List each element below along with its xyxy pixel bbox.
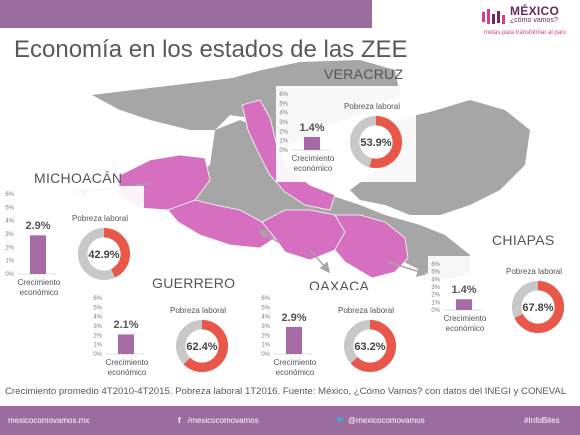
footer-hashtag: #InfoBites <box>524 416 560 425</box>
y-tick-label: 1% <box>261 343 270 349</box>
map-veracruz <box>241 99 336 211</box>
donut-caption: Pobreza laboral <box>338 306 395 315</box>
y-tick-label: 3% <box>93 324 102 330</box>
y-tick-label: 0% <box>431 308 440 314</box>
bar-caption: Crecimiento económico <box>17 278 61 297</box>
y-tick-label: 2% <box>431 293 440 299</box>
footer-site-link[interactable]: mexicocomovamos.mx <box>8 416 90 425</box>
donut-pobreza <box>176 320 228 372</box>
panel-chart-svg: 0% 1%2% 3% 4%5% 6% 67.8% <box>431 262 564 333</box>
y-tick-label: 6% <box>261 296 270 302</box>
bar-value-label: 2.1% <box>113 319 139 332</box>
y-tick-label: 0% <box>5 272 14 278</box>
logo-name: MÉXICO <box>510 4 560 18</box>
y-tick-label: 4% <box>431 277 440 283</box>
map-oaxaca <box>261 209 346 261</box>
y-tick-label: 4% <box>93 315 102 321</box>
bar-crecimiento <box>456 299 472 310</box>
bar-crecimiento <box>118 334 134 354</box>
panel-chart-svg: 0% 1% 2% 3% 4% 5% 6% 62.4% <box>93 296 228 372</box>
facebook-icon: f <box>178 416 181 425</box>
panel-michoacan: 0% 1% 2% 3% 4% 5% 6% 42.9% 2.9% Crecimiento econó… <box>2 186 144 306</box>
y-tick-label: 5% <box>5 205 14 211</box>
y-tick-label: 1% <box>279 139 288 145</box>
y-tick-label: 5% <box>279 101 288 107</box>
y-tick-label: 6% <box>93 296 102 302</box>
donut-caption: Pobreza laboral <box>170 306 227 315</box>
donut-pobreza <box>350 116 402 168</box>
y-tick-label: 3% <box>279 120 288 126</box>
map-land-yucatan <box>350 100 530 215</box>
footer-facebook-link[interactable]: /mexicocomovamos <box>188 416 259 425</box>
y-tick-label: 1% <box>431 300 440 306</box>
bar-value-label: 1.4% <box>299 121 325 134</box>
panel-chart-svg: 0% 1% 2% 3% 4% 5% 6% 42.9% <box>5 192 130 280</box>
y-tick-label: 2% <box>93 333 102 339</box>
y-tick-label: 6% <box>279 92 288 98</box>
y-tick-label: 5% <box>431 270 440 276</box>
bar-caption: Crecimiento económico <box>105 358 149 377</box>
donut-value-label: 63.2% <box>354 341 385 353</box>
y-tick-label: 2% <box>279 129 288 135</box>
bar-caption: Crecimiento económico <box>291 154 335 173</box>
y-tick-label: 4% <box>279 111 288 117</box>
donut-caption: Pobreza laboral <box>72 214 129 223</box>
y-tick-label: 0% <box>279 148 288 154</box>
y-tick-label: 3% <box>261 324 270 330</box>
bar-crecimiento <box>286 326 302 354</box>
state-label-veracruz: VERACRUZ <box>324 66 404 82</box>
donut-pobreza <box>344 320 396 372</box>
footnote: Crecimiento promedio 4T2010-4T2015. Pobr… <box>5 386 567 397</box>
logo-subtitle: ¿cómo vamos? <box>510 17 558 24</box>
donut-pobreza <box>78 228 130 280</box>
y-tick-label: 3% <box>431 285 440 291</box>
bar-caption: Crecimiento económico <box>443 314 487 333</box>
y-tick-label: 2% <box>5 245 14 251</box>
donut-value-label: 67.8% <box>522 302 553 314</box>
donut-pobreza <box>512 281 564 333</box>
panel-chart-svg: 0% 1% 2% 3% 4% 5% 6% 63.2% <box>261 296 396 372</box>
state-label-chiapas: CHIAPAS <box>492 232 555 248</box>
donut-value-label: 62.4% <box>186 341 217 353</box>
panel-guerrero: 0% 1% 2% 3% 4% 5% 6% 62.4% 2.1% Crecimiento econó… <box>90 290 242 386</box>
footer-bar: mexicocomovamos.mx f /mexicocomovamos 🐦 … <box>0 406 580 435</box>
logo-bars-icon <box>482 9 505 24</box>
y-tick-label: 3% <box>5 232 14 238</box>
donut-value-label: 42.9% <box>88 249 119 261</box>
footer-twitter-link[interactable]: @mexicocomovamos <box>348 416 425 425</box>
bar-value-label: 2.9% <box>25 220 51 233</box>
y-tick-label: 6% <box>5 192 14 198</box>
bar-caption: Crecimiento económico <box>273 358 317 377</box>
y-tick-label: 5% <box>93 305 102 311</box>
panel-chart-svg: 0% 1% 2% 3% 4% 5% 6% 53.9% <box>279 92 402 168</box>
state-label-guerrero: GUERRERO <box>152 275 236 291</box>
donut-value-label: 53.9% <box>360 137 391 149</box>
page-title: Economía en los estados de las ZEE <box>14 36 408 63</box>
donut-caption: Pobreza laboral <box>344 102 401 111</box>
y-tick-label: 5% <box>261 305 270 311</box>
bar-value-label: 2.9% <box>281 311 307 324</box>
y-tick-label: 2% <box>261 333 270 339</box>
logo-tagline: metas para transformar al país <box>484 30 566 36</box>
y-tick-label: 1% <box>5 259 14 265</box>
y-tick-label: 0% <box>93 352 102 358</box>
y-tick-label: 6% <box>431 262 440 268</box>
panel-oaxaca: 0% 1% 2% 3% 4% 5% 6% 63.2% 2.9% Crecimiento econó… <box>258 290 410 386</box>
bar-crecimiento <box>30 235 46 274</box>
y-tick-label: 0% <box>261 352 270 358</box>
state-label-michoacan: MICHOACÁN <box>34 170 123 186</box>
logo: MÉXICO ¿cómo vamos? metas para transform… <box>482 4 576 44</box>
y-tick-label: 4% <box>5 219 14 225</box>
bar-crecimiento <box>304 136 320 150</box>
panel-chiapas: 0% 1% 2% 3% 4% 5% 6% 67.8% 1.4% Crecimiento econó… <box>428 256 578 342</box>
bar-value-label: 1.4% <box>451 284 477 297</box>
panel-veracruz: 0% 1% 2% 3% 4% 5% 6% 53.9% 1.4% Crecimiento econó… <box>276 86 416 182</box>
y-tick-label: 1% <box>93 343 102 349</box>
header-bar <box>0 0 372 28</box>
y-tick-label: 4% <box>261 315 270 321</box>
donut-caption: Pobreza laboral <box>506 267 563 276</box>
twitter-icon: 🐦 <box>336 417 345 424</box>
